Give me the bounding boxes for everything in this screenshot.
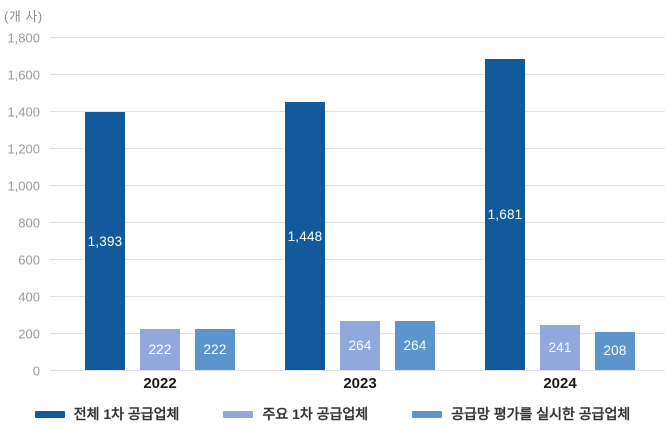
bar-value-label: 222	[203, 341, 227, 357]
y-tick-label: 1,200	[7, 141, 40, 156]
legend-marker-icon	[34, 410, 65, 418]
y-tick-label: 0	[32, 363, 40, 378]
legend-item-2: 주요 1차 공급업체	[223, 404, 368, 424]
legend-item-1: 전체 1차 공급업체	[34, 404, 180, 424]
gridline-y-1,000	[50, 185, 665, 186]
bar-2022-series-2: 222	[140, 328, 180, 370]
y-tick-label: 1,400	[7, 104, 40, 119]
bar-value-label: 222	[148, 341, 172, 357]
bar-2023-series-1: 1,448	[285, 102, 325, 370]
y-tick-label: 1,800	[7, 30, 40, 45]
bar-2024-series-3: 208	[595, 331, 635, 370]
legend-label: 전체 1차 공급업체	[73, 406, 180, 422]
legend-label: 주요 1차 공급업체	[262, 406, 369, 422]
bar-2023-series-2: 264	[340, 321, 380, 370]
legend-marker-icon	[412, 410, 443, 418]
gridline-y-0	[50, 370, 665, 371]
bar-2024-series-1: 1,681	[485, 59, 525, 370]
gridline-y-600	[50, 259, 665, 260]
gridline-y-400	[50, 296, 665, 297]
gridline-y-1,800	[50, 37, 665, 38]
y-tick-label: 1,600	[7, 67, 40, 82]
y-axis-unit-label: (개 사)	[4, 9, 43, 24]
y-tick-label: 600	[18, 252, 40, 267]
bar-value-label: 264	[403, 338, 427, 354]
chart-legend: 전체 1차 공급업체 주요 1차 공급업체 공급망 평가를 실시한 공급업체	[0, 404, 665, 424]
x-axis-label-2024: 2024	[543, 375, 577, 392]
legend-item-3: 공급망 평가를 실시한 공급업체	[412, 404, 630, 424]
x-axis-label-2022: 2022	[143, 375, 177, 392]
bar-2024-series-2: 241	[540, 325, 580, 370]
legend-marker-icon	[223, 410, 254, 418]
bar-value-label: 1,681	[487, 206, 523, 222]
bar-value-label: 1,448	[287, 228, 323, 244]
gridline-y-1,200	[50, 148, 665, 149]
bar-2023-series-3: 264	[395, 321, 435, 370]
y-tick-label: 1,000	[7, 178, 40, 193]
bar-value-label: 208	[603, 343, 627, 359]
bar-2022-series-3: 222	[195, 328, 235, 370]
bar-2022-series-1: 1,393	[85, 112, 125, 370]
gridline-y-1,400	[50, 111, 665, 112]
y-tick-label: 800	[18, 215, 40, 230]
bar-value-label: 1,393	[87, 233, 123, 249]
legend-label: 공급망 평가를 실시한 공급업체	[451, 406, 631, 422]
y-tick-label: 200	[18, 326, 40, 341]
bar-value-label: 264	[348, 338, 372, 354]
gridline-y-1,600	[50, 74, 665, 75]
gridline-y-800	[50, 222, 665, 223]
bar-value-label: 241	[548, 340, 572, 356]
y-tick-label: 400	[18, 289, 40, 304]
x-axis-label-2023: 2023	[343, 375, 377, 392]
